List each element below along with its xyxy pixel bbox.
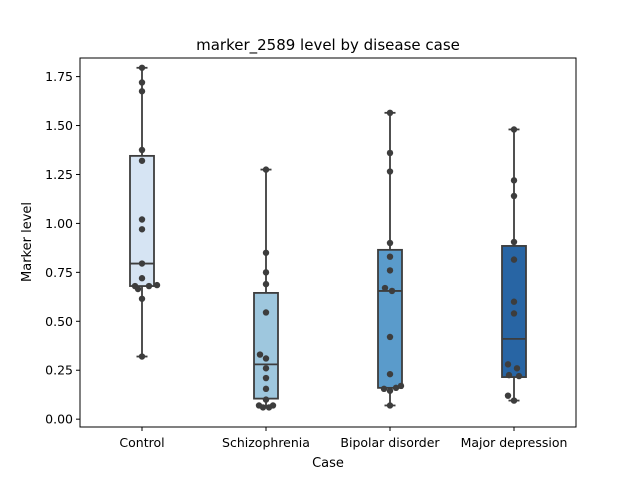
data-point: [386, 267, 394, 274]
data-point: [256, 351, 264, 358]
plot-frame: [79, 57, 577, 428]
data-point: [262, 396, 270, 403]
data-point: [265, 404, 273, 411]
y-axis-label: Marker level: [20, 202, 35, 282]
data-point: [510, 310, 518, 317]
data-point: [510, 177, 518, 184]
data-point: [138, 275, 146, 282]
data-point: [259, 404, 267, 411]
data-point: [386, 333, 394, 341]
data-point: [262, 166, 270, 173]
data-point: [397, 382, 405, 390]
data-point: [515, 372, 523, 380]
data-point: [386, 109, 394, 117]
data-point: [262, 355, 270, 362]
axes-layer: 0.00 0.25 0.50 0.75 1.00 1.25 1.50 1.75 Control S…: [45, 57, 577, 450]
data-point: [392, 384, 400, 392]
x-tick-label: Bipolar disorder: [340, 435, 440, 450]
data-point: [510, 126, 518, 133]
x-tick-label: Major depression: [461, 435, 568, 450]
y-tick-label: 1.50: [45, 118, 73, 133]
data-point: [262, 280, 270, 288]
data-point: [386, 239, 394, 247]
data-point: [510, 256, 518, 263]
data-point: [510, 192, 518, 200]
data-point: [138, 88, 146, 95]
y-tick-label: 1.00: [45, 216, 73, 231]
data-point: [262, 309, 270, 316]
data-point: [262, 365, 270, 372]
data-point: [138, 216, 146, 223]
x-tick-label: Schizophrenia: [222, 435, 310, 450]
data-point: [138, 79, 146, 86]
data-point: [386, 168, 394, 175]
data-point: [262, 269, 270, 276]
chart-title: marker_2589 level by disease case: [196, 36, 460, 55]
data-point: [504, 361, 512, 368]
data-point: [504, 392, 512, 399]
box-bipolar-disorder: [377, 111, 403, 407]
data-point: [145, 282, 153, 290]
data-point: [510, 397, 518, 404]
data-point: [262, 385, 270, 393]
data-point: [386, 149, 394, 157]
data-point: [262, 249, 270, 256]
y-tick-label: 0.00: [45, 412, 73, 427]
x-axis-label: Case: [312, 456, 344, 471]
data-point: [134, 285, 142, 293]
data-point: [381, 284, 389, 292]
y-tick-label: 1.75: [45, 69, 73, 84]
box-iqr: [377, 248, 403, 389]
y-tick-label: 0.25: [45, 363, 73, 378]
data-point: [505, 371, 513, 379]
data-point: [138, 353, 146, 360]
data-point: [386, 387, 394, 394]
data-point: [153, 281, 161, 289]
x-tick-label: Control: [119, 435, 164, 450]
data-point: [510, 298, 518, 305]
data-point: [138, 260, 146, 267]
data-point: [138, 64, 146, 71]
y-tick-label: 1.25: [45, 167, 73, 182]
box-iqr: [253, 292, 279, 400]
data-point: [262, 374, 270, 382]
data-point: [380, 385, 388, 393]
data-point: [386, 402, 394, 409]
data-point: [138, 157, 146, 164]
data-point: [386, 370, 394, 378]
points-layer: [131, 64, 523, 411]
data-point: [513, 365, 521, 372]
data-point: [388, 287, 396, 295]
y-tick-label: 0.75: [45, 265, 73, 280]
data-point: [386, 253, 394, 260]
data-point: [138, 295, 146, 302]
y-tick-label: 0.50: [45, 314, 73, 329]
data-point: [138, 146, 146, 154]
data-point: [138, 226, 146, 233]
data-point: [510, 238, 518, 246]
